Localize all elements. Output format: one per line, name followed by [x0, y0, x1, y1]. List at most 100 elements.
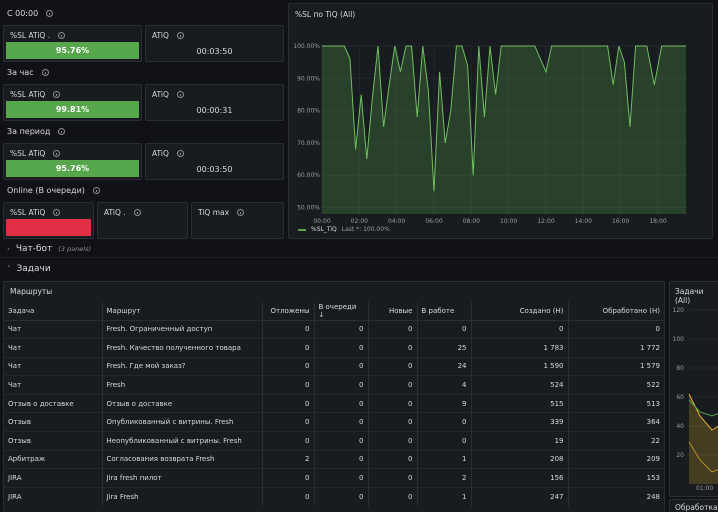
section-online: Online (В очереди) [7, 186, 100, 195]
info-icon[interactable] [53, 91, 61, 98]
info-icon[interactable] [41, 69, 49, 76]
section-period-title: За период [7, 127, 51, 136]
section-online-title: Online (В очереди) [7, 186, 85, 195]
x-tick-label: 06:00 [425, 218, 442, 225]
stat-sl-since[interactable]: %SL ATiQ . 95.76% [3, 25, 142, 62]
section-last-hour: За час [7, 68, 49, 77]
cell-task: Отзыв [4, 412, 103, 432]
table-row[interactable]: Чат Fresh 0 0 0 4 524 522 [4, 375, 664, 395]
y-tick-label: 70.00% [297, 140, 320, 147]
cell-new: 0 [368, 486, 418, 506]
table-row[interactable]: Чат Fresh. Ограниченный доступ 0 0 0 0 0 0 [4, 319, 664, 339]
y-tick-label: 50.00% [297, 205, 320, 212]
cell-new: 0 [368, 338, 418, 358]
info-icon[interactable] [58, 128, 66, 135]
col-new[interactable]: Новые [368, 302, 418, 321]
legend-series-name: %SL_TiQ [311, 226, 337, 233]
stat-sl-period-value: 95.76% [6, 160, 139, 177]
cell-new: 0 [368, 449, 418, 469]
table-row[interactable]: Отзыв Опубликованный с витрины. Fresh 0 0 0 0… [4, 412, 664, 432]
cell-in-work: 4 [417, 375, 472, 395]
y-tick-label: 100.00% [293, 43, 320, 50]
info-icon[interactable] [53, 150, 61, 157]
stat-atiq-online[interactable]: ATiQ . [97, 202, 188, 239]
routes-title: Маршруты [10, 287, 53, 296]
info-icon[interactable] [176, 32, 184, 39]
routes-header-row: Задача Маршрут Отложены В очереди ↓ Новы… [4, 302, 664, 321]
table-row[interactable]: Арбитраж Согласования возврата Fresh 2 0 0 1 2… [4, 449, 664, 469]
cell-task: Отзыв о доставке [4, 393, 103, 413]
col-postponed[interactable]: Отложены [262, 302, 315, 321]
x-tick-label: 16:00 [612, 218, 629, 225]
cell-postponed: 0 [262, 319, 315, 339]
stat-sl-period[interactable]: %SL ATiQ 95.76% [3, 143, 142, 180]
col-route[interactable]: Маршрут [102, 302, 263, 321]
col-created[interactable]: Создано (Н) [471, 302, 569, 321]
info-icon[interactable] [133, 209, 141, 216]
cell-in-queue: 0 [314, 431, 369, 451]
info-icon[interactable] [53, 209, 61, 216]
col-processed[interactable]: Обработано (Н) [568, 302, 664, 321]
chevron-down-icon[interactable]: ˅ [7, 265, 11, 273]
stat-atiq-hour[interactable]: ATiQ 00:00:31 [145, 84, 284, 121]
cell-route: Неопубликованный с витрины. Fresh [102, 431, 263, 451]
cell-created: 515 [471, 393, 569, 413]
cell-task: JIRA [4, 486, 103, 506]
info-icon[interactable] [176, 150, 184, 157]
tasks-y-tick-label: 20 [676, 452, 684, 459]
table-row[interactable]: Отзыв о доставке Отзыв о доставке 0 0 0 9 515 5… [4, 393, 664, 413]
tasks-chart-title: Задачи (All) [675, 287, 704, 305]
processing-panel[interactable]: Обработка [669, 499, 718, 512]
cell-in-work: 24 [417, 356, 472, 376]
routes-panel[interactable]: Маршруты Задача Маршрут Отложены В очере… [3, 281, 665, 512]
cell-task: Отзыв [4, 431, 103, 451]
row-tasks[interactable]: ˅ Задачи [0, 260, 718, 278]
row-chatbot[interactable]: › Чат-бот (3 panels) [0, 240, 718, 258]
x-tick-label: 02:00 [351, 218, 368, 225]
cell-route: Опубликованный с витрины. Fresh [102, 412, 263, 432]
stat-tiq-max-online[interactable]: TiQ max [191, 202, 284, 239]
stat-sl-hour-value: 99.81% [6, 101, 139, 118]
stat-sl-period-label: %SL ATiQ [10, 149, 46, 158]
table-row[interactable]: Отзыв Неопубликованный с витрины. Fresh 0 0… [4, 431, 664, 451]
cell-created: 19 [471, 431, 569, 451]
tasks-y-tick-label: 60 [676, 394, 684, 401]
cell-postponed: 0 [262, 338, 315, 358]
stat-sl-hour[interactable]: %SL ATiQ 99.81% [3, 84, 142, 121]
tasks-series-line-2 [688, 399, 718, 417]
sl-chart-legend[interactable]: %SL_TiQ Last *: 100.00% [298, 226, 390, 233]
table-row[interactable]: JIRA Jira Fresh 0 0 0 1 247 248 [4, 486, 664, 506]
chevron-right-icon[interactable]: › [7, 245, 10, 253]
table-row[interactable]: Чат Fresh. Качество полученного товара 0 0 0… [4, 338, 664, 358]
info-icon[interactable] [176, 91, 184, 98]
row-chatbot-label: Чат-бот [15, 244, 53, 254]
stat-atiq-period[interactable]: ATiQ 00:03:50 [145, 143, 284, 180]
info-icon[interactable] [92, 187, 100, 194]
info-icon[interactable] [46, 10, 54, 17]
table-row[interactable]: JIRA Jira fresh пилот 0 0 0 2 156 153 [4, 468, 664, 488]
col-in-queue[interactable]: В очереди ↓ [314, 302, 369, 321]
section-last-hour-title: За час [7, 68, 34, 77]
tasks-y-tick-label: 80 [676, 365, 684, 372]
stat-sl-online[interactable]: %SL ATiQ [3, 202, 94, 239]
cell-route: Согласования возврата Fresh [102, 449, 263, 469]
x-tick-label: 18:00 [649, 218, 666, 225]
cell-created: 524 [471, 375, 569, 395]
cell-in-queue: 0 [314, 356, 369, 376]
sl-series-line [322, 45, 686, 192]
col-task[interactable]: Задача [4, 302, 103, 321]
cell-task: Чат [4, 356, 103, 376]
cell-route: Fresh [102, 375, 263, 395]
stat-atiq-since[interactable]: ATiQ 00:03:50 [145, 25, 284, 62]
col-in-work[interactable]: В работе [417, 302, 472, 321]
cell-processed: 0 [568, 319, 664, 339]
info-icon[interactable] [58, 32, 66, 39]
sl-chart-panel[interactable]: %SL по TiQ (All) 50.00% 60.00% 70.00% 80.00… [288, 3, 713, 239]
cell-processed: 153 [568, 468, 664, 488]
y-tick-label: 60.00% [297, 172, 320, 179]
cell-postponed: 0 [262, 356, 315, 376]
info-icon[interactable] [237, 209, 245, 216]
sl-chart-title: %SL по TiQ (All) [295, 10, 356, 19]
table-row[interactable]: Чат Fresh. Где мой заказ? 0 0 0 24 1 590 1 579 [4, 356, 664, 376]
tasks-chart-panel[interactable]: Задачи (All) 120 100 80 60 40 20 01:00 [669, 281, 718, 497]
